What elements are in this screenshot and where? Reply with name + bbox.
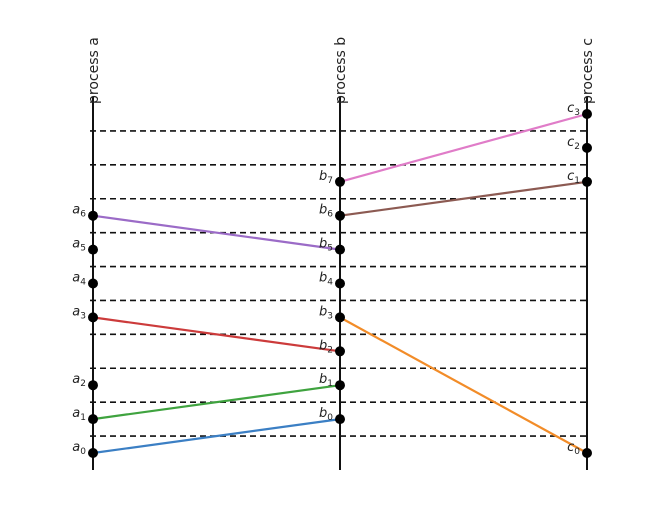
- event-label-a1: a1: [72, 406, 86, 423]
- event-label-a6: a6: [72, 203, 86, 220]
- event-points: [88, 109, 592, 458]
- event-label-b6: b6: [319, 203, 333, 220]
- event-dot-b2: [335, 346, 345, 357]
- event-label-c2: c2: [567, 135, 580, 152]
- event-label-c3: c3: [567, 101, 580, 118]
- message-a1-b1: [92, 384, 341, 421]
- process-label-c: process c: [580, 38, 596, 104]
- event-dot-b0: [335, 414, 345, 425]
- process-label-a: process a: [86, 37, 102, 104]
- event-label-b4: b4: [319, 271, 333, 288]
- message-lines: [92, 112, 588, 455]
- event-dot-a3: [88, 312, 98, 323]
- event-label-c0: c0: [567, 440, 580, 457]
- event-dot-b1: [335, 380, 345, 391]
- event-label-a0: a0: [72, 440, 86, 457]
- event-label-c1: c1: [567, 169, 580, 186]
- message-a6-b5: [92, 214, 341, 251]
- event-label-b0: b0: [319, 406, 333, 423]
- event-dot-b5: [335, 244, 345, 255]
- event-dot-a4: [88, 278, 98, 289]
- event-label-b7: b7: [319, 169, 333, 186]
- process-label-b: process b: [333, 37, 349, 104]
- event-dot-c3: [582, 109, 592, 119]
- event-dot-b4: [335, 278, 345, 289]
- message-b7-c3: [339, 112, 588, 183]
- message-b6-c1: [339, 180, 588, 217]
- event-label-b3: b3: [319, 304, 333, 321]
- message-a3-b2: [92, 316, 341, 353]
- event-label-a4: a4: [72, 271, 86, 288]
- event-label-a2: a2: [72, 372, 86, 389]
- event-label-a5: a5: [72, 237, 86, 254]
- event-dot-c2: [582, 142, 592, 153]
- labels: process a process b process c a0 a1 a2 a3 a4 a5 a…: [72, 37, 596, 457]
- event-dot-b6: [335, 210, 345, 221]
- event-label-b1: b1: [319, 372, 333, 389]
- event-dot-a1: [88, 414, 98, 425]
- event-dot-a5: [88, 244, 98, 255]
- event-dot-a0: [88, 448, 98, 458]
- event-dot-b3: [335, 312, 345, 323]
- event-dot-a6: [88, 210, 98, 221]
- event-label-a3: a3: [72, 304, 86, 321]
- event-dot-a2: [88, 380, 98, 391]
- event-label-b2: b2: [319, 338, 333, 355]
- message-a0-b0: [92, 418, 341, 455]
- message-b3-c0: [339, 316, 588, 454]
- event-dot-b7: [335, 176, 345, 187]
- event-dot-c1: [582, 176, 592, 187]
- event-label-b5: b5: [319, 237, 333, 254]
- event-dot-c0: [582, 448, 592, 458]
